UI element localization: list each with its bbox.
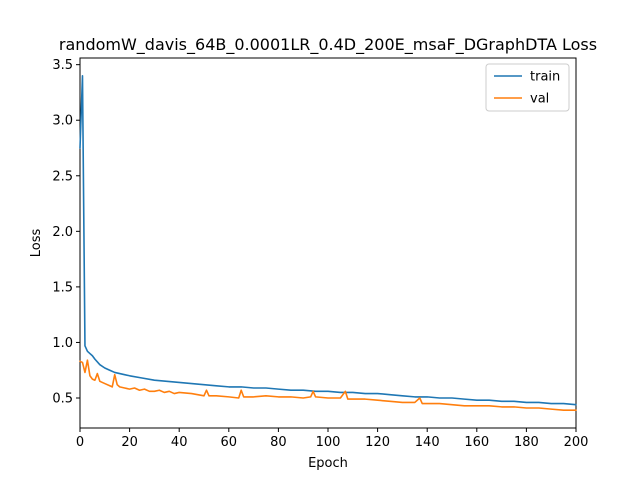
x-tick-label: 0 xyxy=(76,435,84,450)
series-line-train xyxy=(79,74,577,406)
y-tick-label: 1.0 xyxy=(52,336,73,351)
y-tick-label: 2.5 xyxy=(52,169,73,184)
y-axis-label: Loss xyxy=(29,229,44,258)
x-tick-label: 200 xyxy=(564,435,589,450)
x-axis: 0 20 40 60 80 100 120 140 160 180 200 xyxy=(76,428,589,450)
x-tick-label: 100 xyxy=(316,435,341,450)
x-tick-label: 160 xyxy=(464,435,489,450)
x-axis-label: Epoch xyxy=(308,456,348,471)
x-tick-label: 180 xyxy=(514,435,539,450)
series-line-val xyxy=(79,359,577,412)
x-tick-label: 20 xyxy=(121,435,138,450)
y-tick-label: 2.0 xyxy=(52,225,73,240)
y-tick-label: 3.5 xyxy=(52,58,73,73)
legend-label-train: train xyxy=(530,70,560,85)
y-axis: 0.5 1.0 1.5 2.0 2.5 3.0 3.5 xyxy=(52,58,80,407)
x-tick-label: 40 xyxy=(171,435,188,450)
y-tick-label: 0.5 xyxy=(52,392,73,407)
y-tick-label: 1.5 xyxy=(52,280,73,295)
x-tick-label: 120 xyxy=(365,435,390,450)
legend: train val xyxy=(485,63,570,112)
chart-title: randomW_davis_64B_0.0001LR_0.4D_200E_msa… xyxy=(59,35,597,55)
series-group xyxy=(79,74,577,412)
x-tick-label: 80 xyxy=(270,435,287,450)
legend-label-val: val xyxy=(530,92,549,107)
x-tick-label: 140 xyxy=(415,435,440,450)
plot-area xyxy=(79,57,577,429)
x-tick-label: 60 xyxy=(221,435,238,450)
y-tick-label: 3.0 xyxy=(52,114,73,129)
